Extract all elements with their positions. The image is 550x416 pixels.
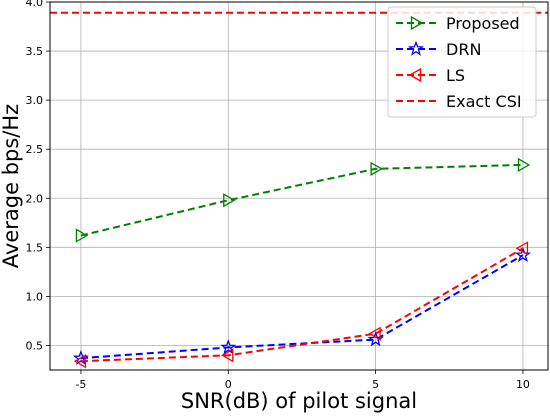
- data-point: [223, 193, 236, 208]
- series-drn: [72, 246, 531, 365]
- legend-box: [387, 6, 537, 118]
- x-tick-label: 0: [225, 378, 232, 391]
- legend-entry-ls: LS: [396, 66, 465, 85]
- series-line: [80, 254, 524, 360]
- series-line: [80, 163, 523, 237]
- data-point: [220, 339, 237, 355]
- legend-label: LS: [446, 66, 465, 85]
- data-point: [410, 15, 424, 31]
- y-tick-label: 4.0: [26, 0, 44, 9]
- legend-label: Exact CSI: [446, 92, 522, 111]
- legend-entry-drn: DRN: [396, 40, 481, 59]
- x-axis-label: SNR(dB) of pilot signal: [181, 389, 417, 413]
- data-point: [220, 348, 234, 363]
- y-axis-label: Average bps/Hz: [0, 104, 23, 268]
- y-tick-label: 0.5: [26, 339, 44, 352]
- data-point: [75, 228, 89, 243]
- y-tick-label: 3.0: [26, 94, 44, 107]
- legend-entry-exact-csi: Exact CSI: [396, 92, 522, 111]
- data-point: [408, 40, 424, 56]
- axis-ticks: -5 0 5 10 0.5 1.0 1.5 2.0 2.5 3.0 3.5 4.0: [26, 0, 530, 391]
- data-point: [515, 241, 529, 256]
- legend: Proposed DRN LS Exact CSI: [387, 6, 537, 118]
- x-tick-label: -5: [75, 378, 86, 391]
- series-line: [80, 247, 524, 363]
- legend-label: Proposed: [446, 14, 520, 33]
- series-proposed: [75, 157, 531, 243]
- legend-entry-proposed: Proposed: [396, 14, 520, 33]
- data-point: [368, 326, 381, 341]
- y-tick-label: 1.0: [26, 290, 44, 303]
- y-tick-label: 3.5: [26, 45, 44, 58]
- y-tick-label: 2.5: [26, 143, 44, 156]
- plot-area: [50, 11, 548, 369]
- x-tick-label: 10: [516, 378, 530, 391]
- legend-label: DRN: [446, 40, 481, 59]
- data-point: [73, 354, 87, 369]
- data-point: [408, 67, 422, 83]
- y-tick-label: 2.0: [26, 192, 44, 205]
- y-tick-label: 1.5: [26, 241, 44, 254]
- data-point: [517, 157, 531, 173]
- x-tick-label: 5: [372, 378, 379, 391]
- series-ls: [73, 241, 529, 369]
- plot-frame: [49, 1, 549, 371]
- data-point: [370, 161, 383, 176]
